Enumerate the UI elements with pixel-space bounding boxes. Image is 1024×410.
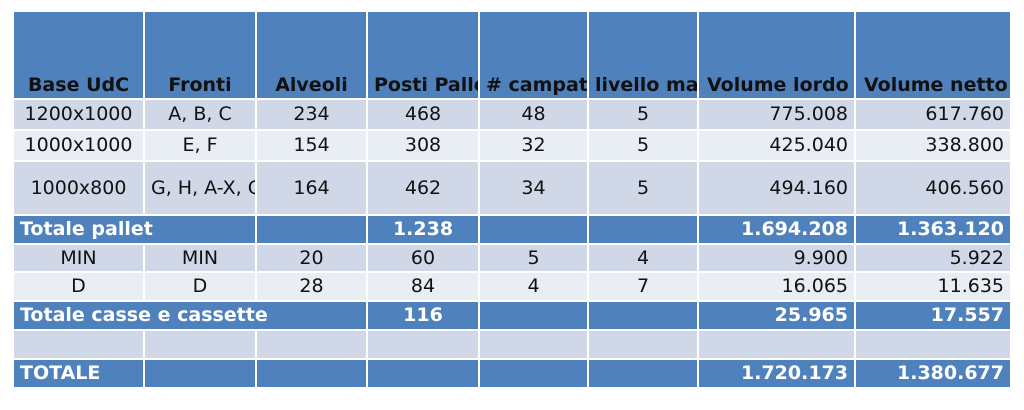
cell-base: 1200x1000 [12, 98, 145, 131]
empty-cell [587, 214, 699, 245]
total-casse-vol-lordo: 25.965 [697, 300, 856, 331]
cell-alveoli: 28 [255, 271, 368, 302]
total-row-pallet: Totale pallet 1.238 1.694.208 1.363.120 [12, 214, 1012, 245]
empty-cell [366, 358, 480, 389]
cell-vol-netto: 338.800 [854, 129, 1012, 162]
cell-base: D [12, 271, 145, 302]
header-vol-netto: Volume netto in litri [854, 10, 1012, 100]
cell-livello: 5 [587, 98, 699, 131]
cell-fronti: E, F [143, 129, 257, 162]
cell-base: 1000x1000 [12, 129, 145, 162]
empty-cell [587, 329, 699, 360]
header-fronti: Fronti [143, 10, 257, 100]
empty-cell [255, 329, 368, 360]
cell-livello: 5 [587, 129, 699, 162]
cell-vol-netto: 5.922 [854, 243, 1012, 273]
table-row: D D 28 84 4 7 16.065 11.635 [12, 271, 1012, 302]
cell-posti: 462 [366, 160, 480, 216]
grand-total-vol-lordo: 1.720.173 [697, 358, 856, 389]
grand-total-vol-netto: 1.380.677 [854, 358, 1012, 389]
total-pallet-posti: 1.238 [366, 214, 480, 245]
cell-alveoli: 164 [255, 160, 368, 216]
empty-cell [854, 329, 1012, 360]
total-casse-posti: 116 [366, 300, 480, 331]
empty-cell [587, 300, 699, 331]
empty-cell [478, 358, 589, 389]
empty-cell [143, 329, 257, 360]
total-pallet-vol-netto: 1.363.120 [854, 214, 1012, 245]
empty-cell [255, 214, 368, 245]
empty-cell [478, 329, 589, 360]
cell-fronti: A, B, C [143, 98, 257, 131]
cell-vol-lordo: 9.900 [697, 243, 856, 273]
empty-cell [366, 329, 480, 360]
cell-fronti: MIN [143, 243, 257, 273]
empty-row [12, 329, 1012, 360]
empty-cell [697, 329, 856, 360]
cell-vol-lordo: 775.008 [697, 98, 856, 131]
volume-table: Base UdC Fronti Alveoli Posti Pallet/ ca… [12, 10, 1012, 389]
cell-base: 1000x800 [12, 160, 145, 216]
cell-livello: 4 [587, 243, 699, 273]
table-row: 1000x1000 E, F 154 308 32 5 425.040 338.… [12, 129, 1012, 162]
header-alveoli: Alveoli [255, 10, 368, 100]
header-vol-lordo: Volume lordo in litri [697, 10, 856, 100]
cell-livello: 7 [587, 271, 699, 302]
cell-campate: 34 [478, 160, 589, 216]
table-row: 1000x800 G, H, A-X, GH-X, BC-X 164 462 3… [12, 160, 1012, 216]
empty-cell [478, 300, 589, 331]
grand-total-row: TOTALE 1.720.173 1.380.677 [12, 358, 1012, 389]
cell-vol-netto: 406.560 [854, 160, 1012, 216]
cell-posti: 84 [366, 271, 480, 302]
cell-vol-netto: 11.635 [854, 271, 1012, 302]
header-row: Base UdC Fronti Alveoli Posti Pallet/ ca… [12, 10, 1012, 100]
cell-alveoli: 20 [255, 243, 368, 273]
cell-vol-lordo: 494.160 [697, 160, 856, 216]
cell-livello: 5 [587, 160, 699, 216]
table-row: 1200x1000 A, B, C 234 468 48 5 775.008 6… [12, 98, 1012, 131]
total-pallet-label: Totale pallet [12, 214, 257, 245]
grand-total-label: TOTALE [12, 358, 145, 389]
empty-cell [255, 358, 368, 389]
cell-campate: 4 [478, 271, 589, 302]
total-casse-label: Totale casse e cassette [12, 300, 368, 331]
cell-alveoli: 154 [255, 129, 368, 162]
cell-vol-lordo: 425.040 [697, 129, 856, 162]
table-row: MIN MIN 20 60 5 4 9.900 5.922 [12, 243, 1012, 273]
header-posti: Posti Pallet/ casse [366, 10, 480, 100]
empty-cell [12, 329, 145, 360]
cell-campate: 5 [478, 243, 589, 273]
cell-vol-netto: 617.760 [854, 98, 1012, 131]
cell-fronti: G, H, A-X, GH-X, BC-X [143, 160, 257, 216]
cell-vol-lordo: 16.065 [697, 271, 856, 302]
header-livello: livello massimo [587, 10, 699, 100]
header-campate: # campate [478, 10, 589, 100]
empty-cell [478, 214, 589, 245]
header-base: Base UdC [12, 10, 145, 100]
cell-campate: 48 [478, 98, 589, 131]
cell-posti: 468 [366, 98, 480, 131]
empty-cell [143, 358, 257, 389]
cell-posti: 60 [366, 243, 480, 273]
total-pallet-vol-lordo: 1.694.208 [697, 214, 856, 245]
total-casse-vol-netto: 17.557 [854, 300, 1012, 331]
cell-base: MIN [12, 243, 145, 273]
cell-campate: 32 [478, 129, 589, 162]
cell-alveoli: 234 [255, 98, 368, 131]
empty-cell [587, 358, 699, 389]
total-row-casse: Totale casse e cassette 116 25.965 17.55… [12, 300, 1012, 331]
cell-fronti: D [143, 271, 257, 302]
cell-posti: 308 [366, 129, 480, 162]
